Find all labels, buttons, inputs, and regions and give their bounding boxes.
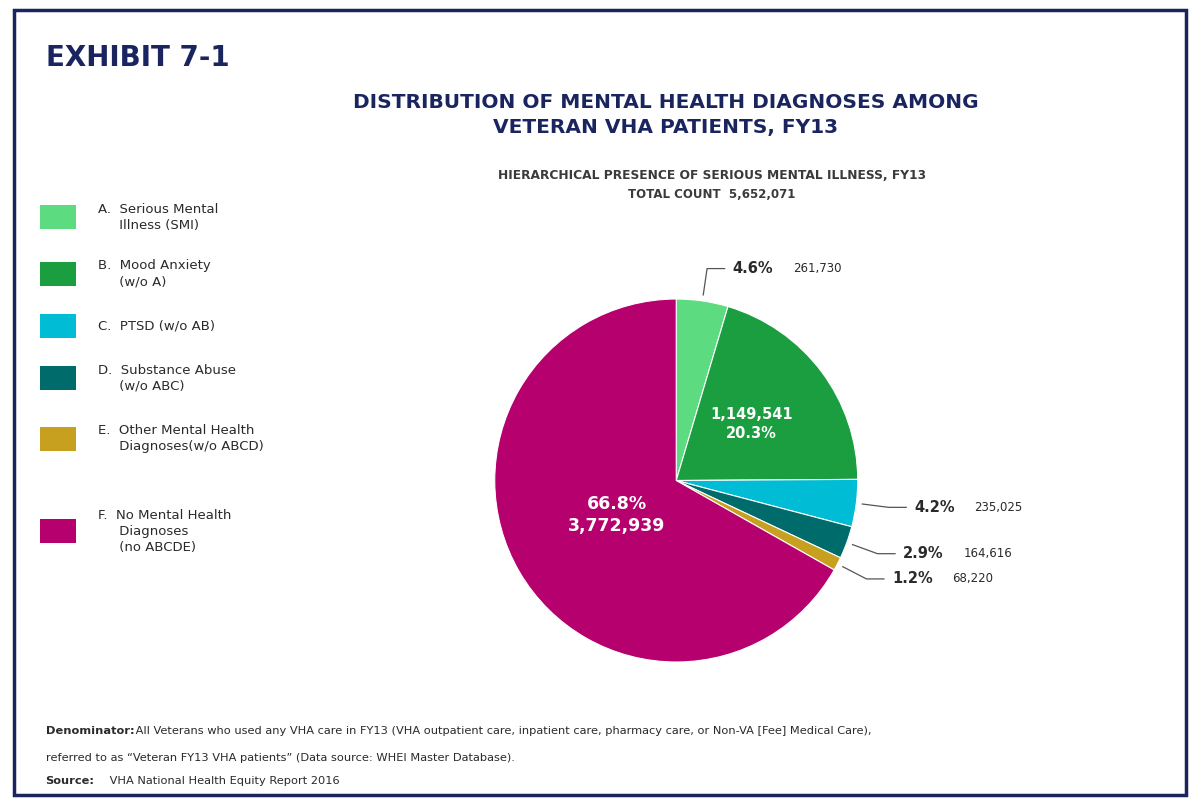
Text: E.  Other Mental Health
     Diagnoses(w/o ABCD): E. Other Mental Health Diagnoses(w/o ABC… (98, 424, 264, 453)
Wedge shape (677, 479, 858, 526)
Wedge shape (677, 481, 840, 570)
Text: 4.6%: 4.6% (732, 261, 773, 276)
Wedge shape (677, 299, 728, 481)
Text: DISTRIBUTION OF MENTAL HEALTH DIAGNOSES AMONG
VETERAN VHA PATIENTS, FY13: DISTRIBUTION OF MENTAL HEALTH DIAGNOSES … (353, 93, 979, 137)
Text: 66.8%
3,772,939: 66.8% 3,772,939 (568, 495, 665, 535)
Text: F.  No Mental Health
     Diagnoses
     (no ABCDE): F. No Mental Health Diagnoses (no ABCDE) (98, 509, 232, 554)
Text: Denominator:: Denominator: (46, 726, 134, 736)
Text: TOTAL COUNT  5,652,071: TOTAL COUNT 5,652,071 (628, 188, 796, 201)
Wedge shape (494, 299, 834, 662)
Text: D.  Substance Abuse
     (w/o ABC): D. Substance Abuse (w/o ABC) (98, 364, 236, 393)
Text: A.  Serious Mental
     Illness (SMI): A. Serious Mental Illness (SMI) (98, 203, 218, 232)
Text: referred to as “Veteran FY13 VHA patients” (Data source: WHEI Master Database).: referred to as “Veteran FY13 VHA patient… (46, 753, 515, 762)
Wedge shape (677, 481, 852, 558)
Text: C.  PTSD (w/o AB): C. PTSD (w/o AB) (98, 320, 216, 332)
Text: HIERARCHICAL PRESENCE OF SERIOUS MENTAL ILLNESS, FY13: HIERARCHICAL PRESENCE OF SERIOUS MENTAL … (498, 169, 925, 182)
Text: 1,149,541
20.3%: 1,149,541 20.3% (710, 407, 793, 440)
Text: EXHIBIT 7-1: EXHIBIT 7-1 (46, 44, 229, 72)
Text: 164,616: 164,616 (964, 547, 1012, 560)
Text: B.  Mood Anxiety
     (w/o A): B. Mood Anxiety (w/o A) (98, 259, 211, 288)
Text: Source:: Source: (46, 776, 95, 786)
Text: 4.2%: 4.2% (914, 500, 955, 515)
Text: 261,730: 261,730 (793, 262, 841, 275)
Text: 235,025: 235,025 (974, 501, 1022, 514)
Wedge shape (677, 307, 858, 481)
Text: 2.9%: 2.9% (902, 546, 943, 561)
Text: All Veterans who used any VHA care in FY13 (VHA outpatient care, inpatient care,: All Veterans who used any VHA care in FY… (132, 726, 871, 736)
Text: 1.2%: 1.2% (892, 572, 932, 586)
Text: VHA National Health Equity Report 2016: VHA National Health Equity Report 2016 (106, 776, 340, 786)
Text: 68,220: 68,220 (952, 572, 994, 585)
